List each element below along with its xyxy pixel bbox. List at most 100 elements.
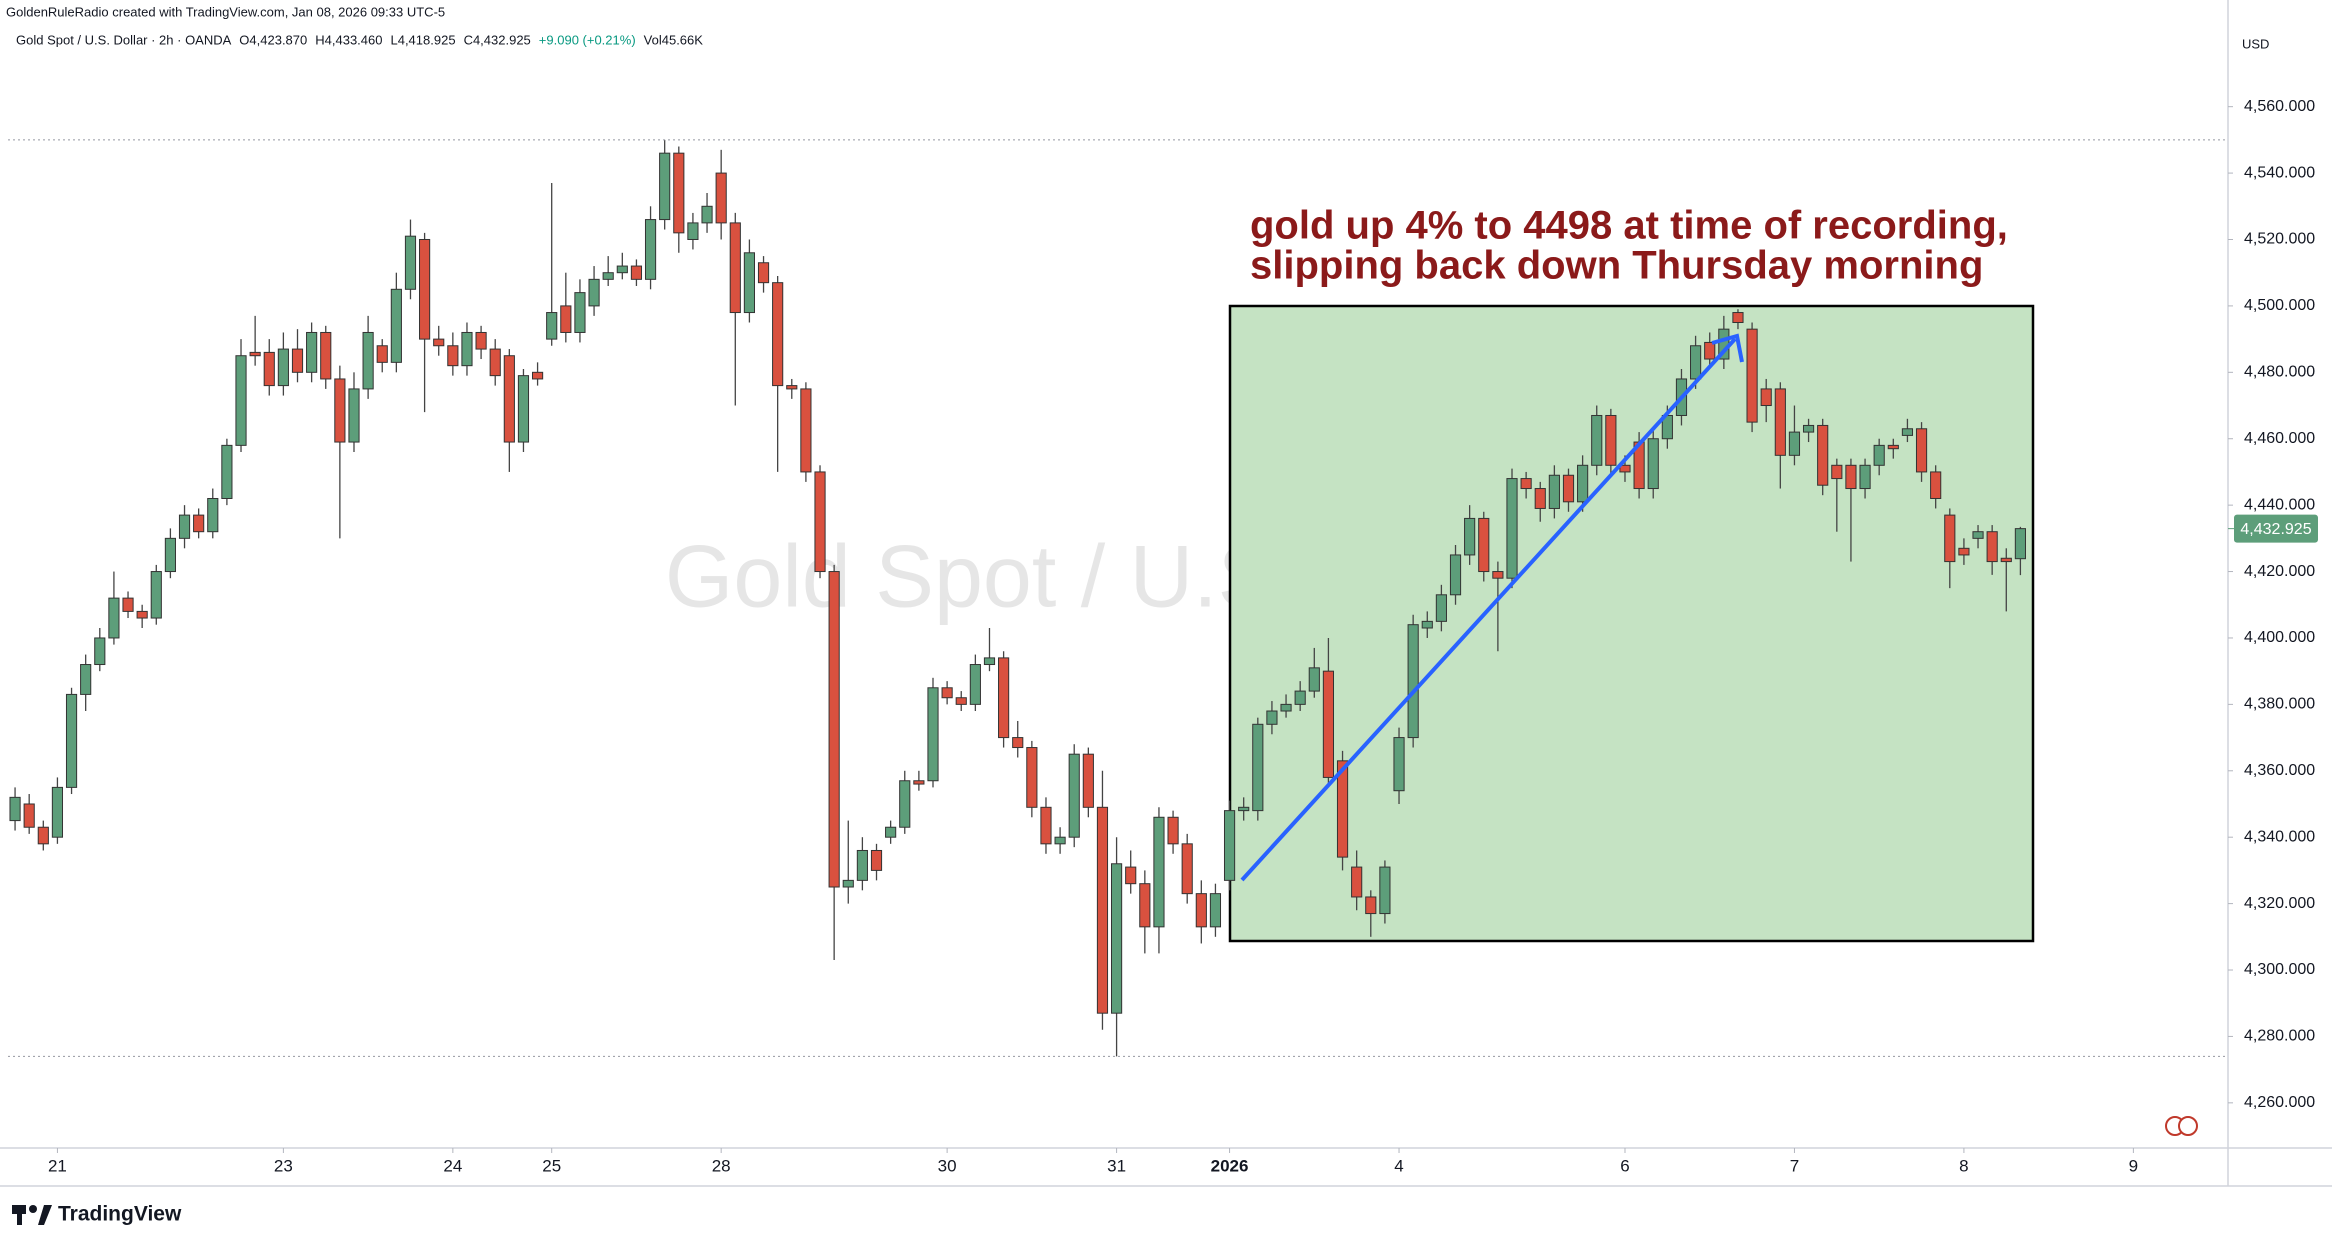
candle-body [1562,474,1575,503]
candle-body [1534,488,1546,509]
candle-body [687,222,699,240]
last-price-box [2234,514,2318,543]
candle-body [1802,424,1815,433]
last-price-label: 4,432.925 [2240,521,2311,538]
candle-body [1209,893,1222,928]
candle-body [150,571,162,619]
legend-item: +9.090 (+0.21%) [539,32,636,47]
candle-body [334,378,346,443]
candle-body [249,351,261,357]
candle-body [842,879,854,888]
y-tick-label: 4,440.000 [2244,496,2315,513]
candle-body [616,265,628,274]
candle-body [983,657,996,666]
candle-body [786,385,798,390]
candle-body [475,331,487,350]
candle-body [1153,816,1165,928]
candle-body [1026,747,1038,808]
candle-body [178,514,191,539]
candle-body [1266,710,1278,725]
legend-item: C4,432.925 [464,32,531,47]
candle-body [1082,753,1094,808]
candle-body [913,780,925,785]
candle-body [291,348,304,373]
y-tick-label: 4,460.000 [2244,430,2315,447]
candle-body [772,282,784,387]
candle-body [1379,866,1391,915]
candle-body [1873,444,1885,466]
candle-body [1111,863,1123,1014]
brand-logo [12,1205,52,1225]
candle-body [122,597,134,612]
x-tick-label: 8 [1959,1156,1968,1175]
candle-body [433,338,445,347]
candle-body [1845,464,1857,490]
candle-body [814,471,826,573]
candle-body [955,697,967,705]
candle-body [574,292,586,333]
candle-body [136,610,148,619]
candle-body [23,803,35,828]
legend-item: O4,423.870 [239,32,307,47]
candle-body [1393,737,1405,792]
x-tick-label: 2026 [1211,1156,1249,1175]
candle-body [1054,836,1066,845]
candle-body [969,664,981,705]
candle-body [885,826,897,838]
candle-body [630,265,643,280]
candle-body [1280,703,1292,712]
candle-body [1308,667,1320,692]
candle-body [1944,514,1956,563]
candle-body [9,796,21,822]
candle-body [1760,388,1772,407]
candle-body [1817,424,1829,486]
candle-body [1492,571,1504,579]
candle-body [701,205,713,224]
x-tick-label: 6 [1620,1156,1629,1175]
x-tick-label: 25 [542,1156,561,1175]
candle-body [1605,414,1617,466]
candle-body [673,152,685,234]
y-tick-label: 4,520.000 [2244,231,2315,248]
candle-body [588,278,600,307]
candle-body [1407,624,1419,739]
candle-body [320,331,332,380]
candle-body [1139,883,1151,928]
highlight-box [1228,304,2035,943]
candle-body [489,348,501,377]
candle-body [2014,528,2026,560]
candle-body [1591,414,1603,466]
y-tick-label: 4,400.000 [2244,629,2315,646]
candle-body [1068,753,1080,838]
candle-body [94,637,106,666]
candle-body [164,537,176,573]
currency: USD [2242,36,2269,51]
candle-body [1336,760,1349,858]
y-tick-label: 4,480.000 [2244,364,2315,381]
candle-body [602,272,614,280]
candle-body [800,388,812,473]
x-tick-label: 23 [274,1156,293,1175]
x-tick-label: 24 [443,1156,462,1175]
candle-body [1464,517,1476,556]
candle-body [1915,428,1928,473]
candle-body [65,693,78,788]
candle-body [306,331,318,373]
legend-item: Vol45.66K [644,32,704,47]
x-tick-label: 7 [1790,1156,1799,1175]
candle-body [1887,444,1899,450]
logo-part [29,1205,37,1213]
candle-body [998,657,1010,739]
candle-body [729,222,741,314]
brand: TradingView [58,1203,182,1226]
candle-body [1901,428,1914,436]
candle-body [1972,531,1984,539]
credit: GoldenRuleRadio created with TradingView… [6,4,445,19]
candle-body [715,172,727,224]
x-tick-label: 21 [48,1156,67,1175]
candle-body [1520,478,1532,490]
candle-body [1421,620,1433,629]
legend-item: Gold Spot / U.S. Dollar · 2h · OANDA [16,32,232,47]
candle-body [531,371,544,380]
